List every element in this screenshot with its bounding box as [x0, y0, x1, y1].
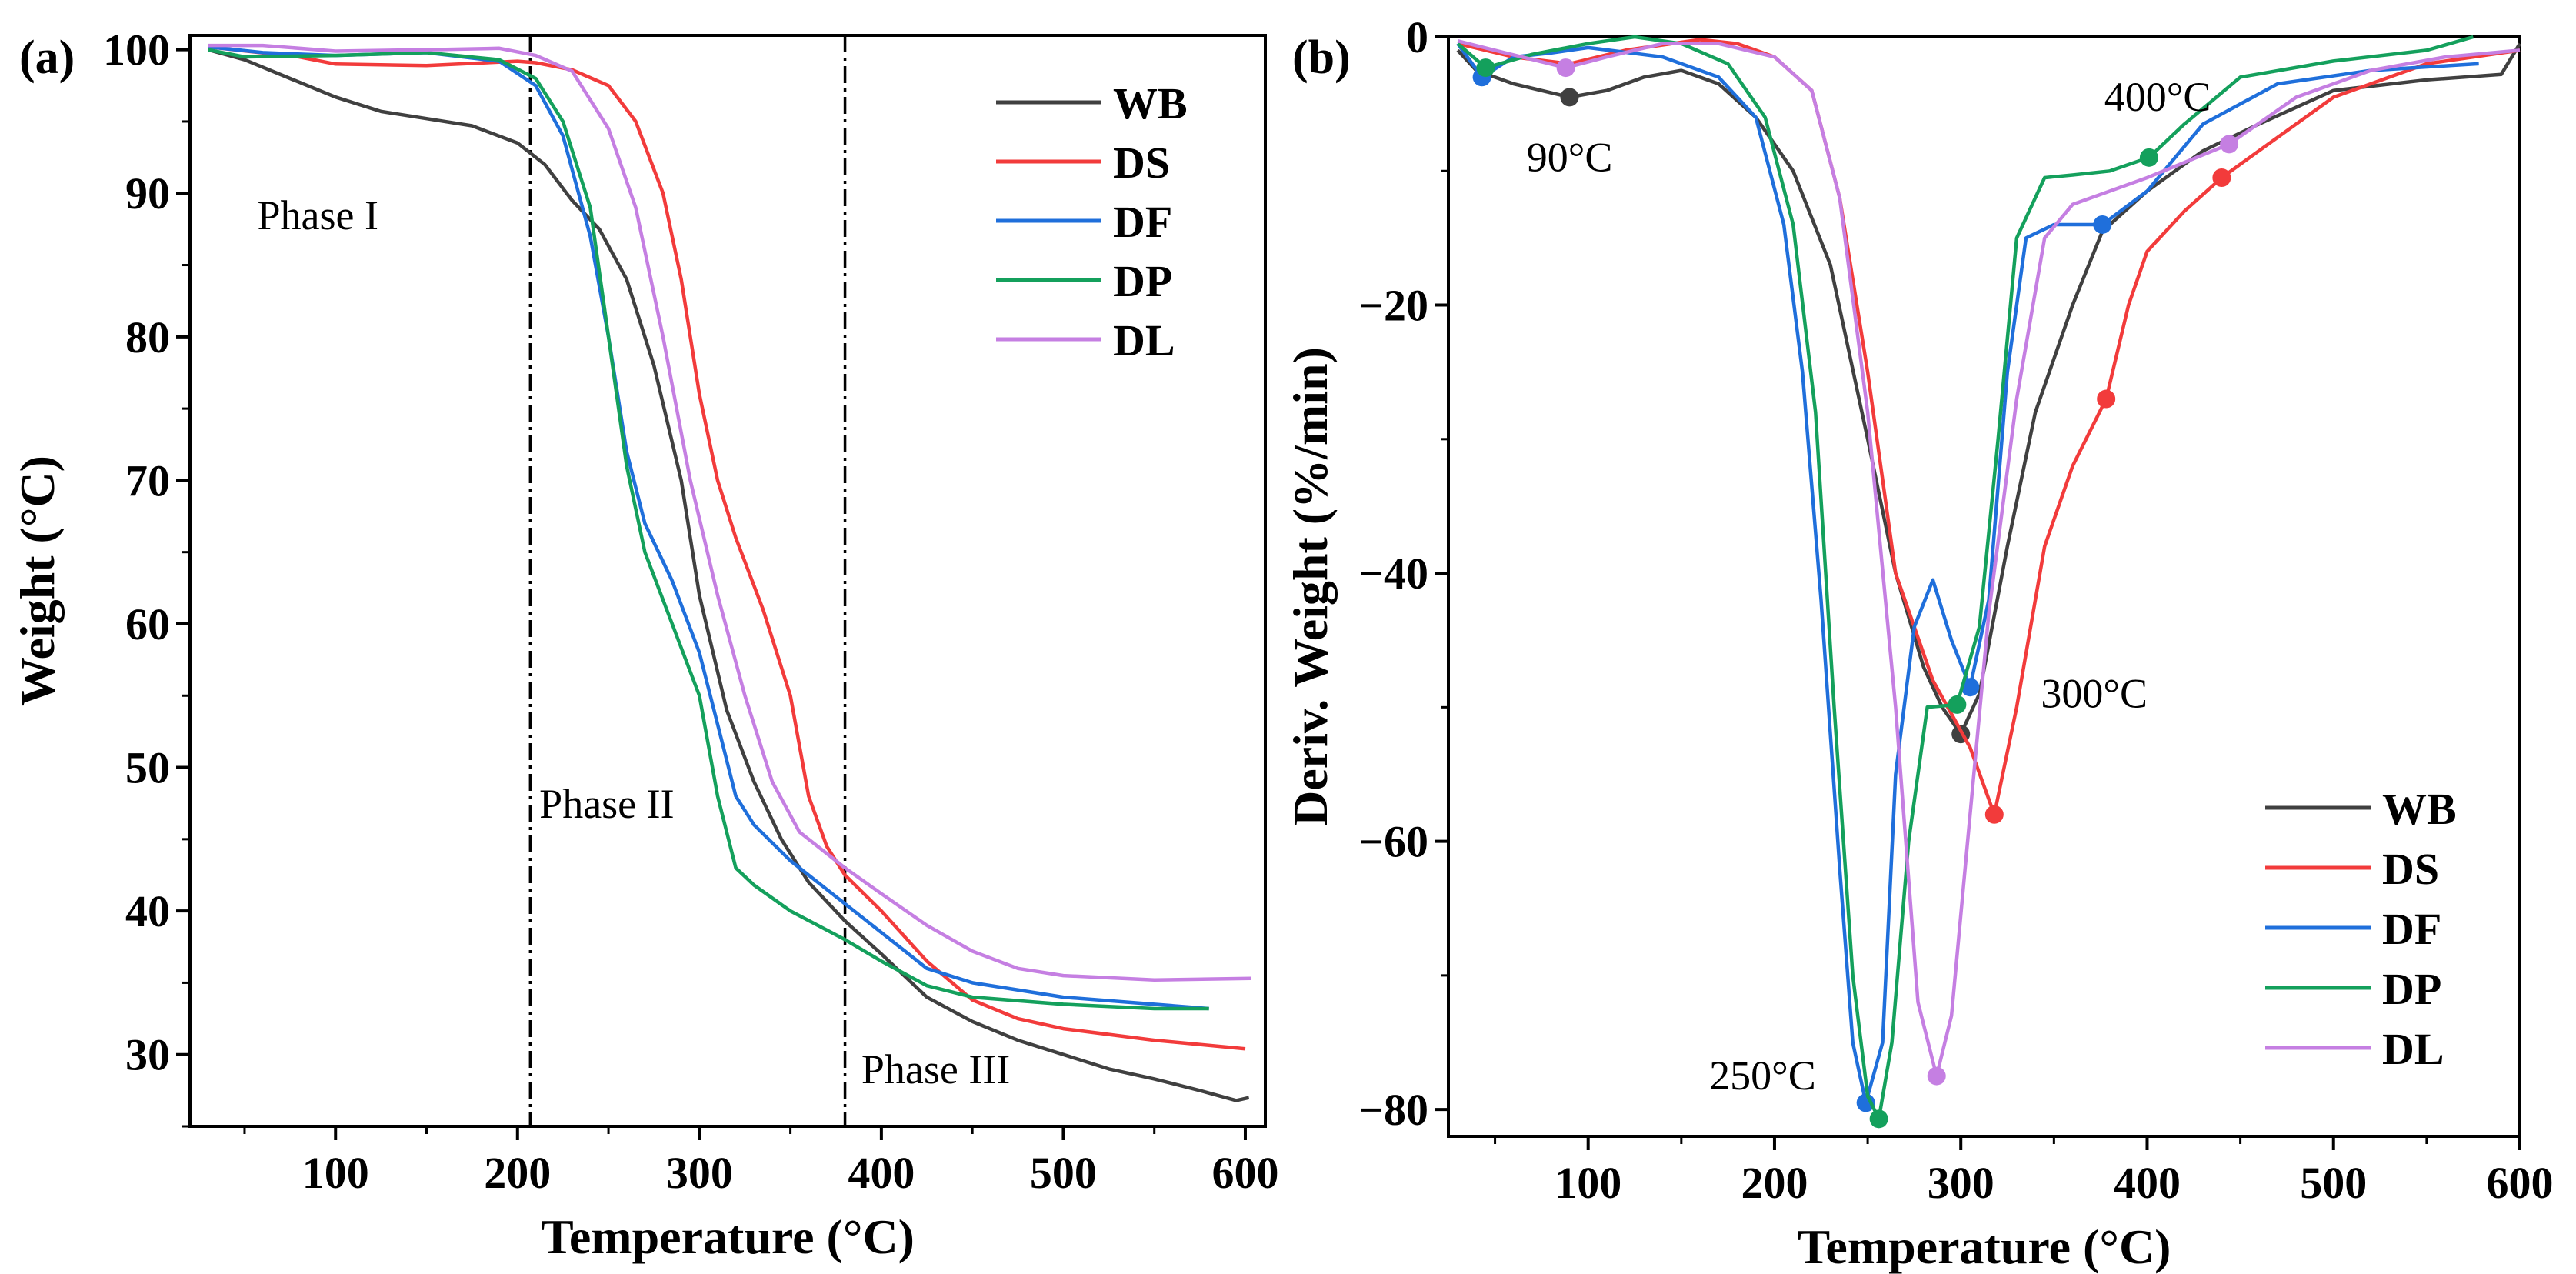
x-tick-label: 500 [2300, 1158, 2367, 1208]
annotation-label: 250°C [1709, 1052, 1816, 1099]
annotation-label: 400°C [2104, 74, 2211, 120]
peak-marker-ds [1984, 805, 2004, 824]
legend-label-dp: DP [1113, 256, 1172, 306]
panel-label: (a) [19, 32, 75, 84]
series-line-df [1456, 42, 2479, 1105]
y-tick-label: 0 [1406, 12, 1428, 62]
y-tick-label: 80 [125, 312, 170, 362]
series-line-ds [1457, 38, 2521, 817]
legend-label-df: DF [1113, 197, 1172, 247]
legend-label-dl: DL [2382, 1024, 2444, 1074]
x-tick-label: 600 [1211, 1148, 1278, 1198]
legend-label-dl: DL [1113, 315, 1175, 365]
y-tick-label: −60 [1358, 817, 1428, 867]
series-line-dp [1456, 35, 2474, 1121]
legend-label-ds: DS [2382, 844, 2439, 894]
y-tick-label: 70 [125, 455, 170, 505]
series-line-dp [208, 48, 1209, 1011]
x-tick-label: 400 [848, 1148, 915, 1198]
y-tick-label: −80 [1358, 1085, 1428, 1135]
legend-label-dp: DP [2382, 964, 2441, 1014]
peak-marker-wb [1560, 88, 1579, 107]
peak-marker-df [2093, 215, 2112, 234]
legend-label-ds: DS [1113, 138, 1170, 188]
chart-a-tga: 100 200 300 400 500 600 30 40 50 60 70 80 90 100 Tempe… [10, 25, 1278, 1264]
x-tick-label: 300 [1928, 1158, 1994, 1208]
legend-label-wb: WB [1113, 78, 1188, 128]
peak-marker-dl [1556, 58, 1575, 78]
peak-marker-ds [2212, 168, 2231, 187]
y-tick-label: −40 [1358, 549, 1428, 599]
peak-marker-dp [2139, 148, 2158, 167]
y-tick-label: 90 [125, 168, 170, 218]
y-tick-label: 100 [103, 25, 170, 75]
y-tick-label: 50 [125, 743, 170, 793]
legend-label-wb: WB [2382, 784, 2457, 834]
x-axis-title: Temperature (°C) [1798, 1219, 2171, 1274]
x-tick-label: 100 [302, 1148, 369, 1198]
peak-marker-dp [1869, 1109, 1888, 1129]
panel-label: (b) [1292, 32, 1351, 84]
y-tick-label: −20 [1358, 281, 1428, 331]
peak-marker-df [1961, 678, 1980, 697]
annotation-label: Phase III [861, 1046, 1010, 1092]
series-line-dl [1457, 39, 2521, 1078]
x-tick-label: 500 [1030, 1148, 1097, 1198]
y-tick-label: 60 [125, 599, 170, 649]
peak-marker-dl [2220, 135, 2239, 154]
chart-b-dtg: 100 200 300 400 500 600 −80 −60 −40 −20 0 Temperatu… [1283, 12, 2554, 1274]
x-tick-label: 600 [2487, 1158, 2554, 1208]
y-axis-title: Weight (°C) [10, 455, 65, 706]
annotation-label: 90°C [1527, 134, 1613, 180]
x-tick-label: 200 [484, 1148, 551, 1198]
x-tick-label: 200 [1741, 1158, 1808, 1208]
x-axis-title: Temperature (°C) [541, 1209, 915, 1264]
peak-marker-dp [1476, 58, 1495, 78]
series-line-dl [208, 43, 1251, 982]
x-tick-label: 100 [1555, 1158, 1621, 1208]
annotation-label: Phase II [539, 781, 674, 827]
y-axis-title: Deriv. Weight (%/min) [1283, 347, 1338, 826]
peak-marker-dl [1927, 1066, 1946, 1086]
series-line-wb [208, 48, 1250, 1102]
y-tick-label: 30 [125, 1030, 170, 1080]
plot-frame [1447, 35, 2521, 1138]
peak-marker-ds [2097, 389, 2116, 409]
plot-frame [188, 34, 1267, 1128]
x-tick-label: 300 [666, 1148, 733, 1198]
annotation-label: 300°C [2041, 670, 2148, 716]
annotation-label: Phase I [258, 192, 378, 238]
y-tick-label: 40 [125, 886, 170, 936]
series-line-df [208, 45, 1209, 1011]
legend-label-df: DF [2382, 904, 2441, 954]
peak-marker-dp [1948, 695, 1967, 714]
x-tick-label: 400 [2114, 1158, 2181, 1208]
